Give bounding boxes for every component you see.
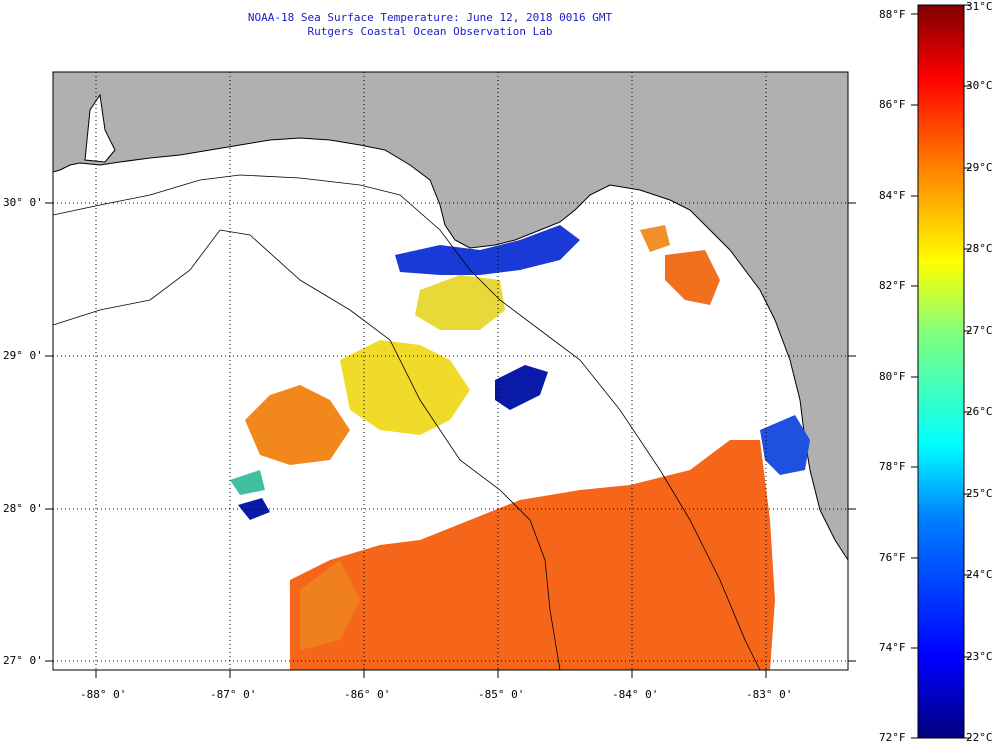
cb-f-76: 76°F bbox=[879, 551, 906, 564]
lat-label-30: 30° 0' bbox=[3, 196, 43, 209]
cb-f-80: 80°F bbox=[879, 370, 906, 383]
cb-c-31: 31°C bbox=[966, 0, 993, 13]
lon-label-84: -84° 0' bbox=[612, 688, 659, 701]
lon-label-87: -87° 0' bbox=[210, 688, 257, 701]
frame-ticks bbox=[45, 202, 856, 678]
bay-area bbox=[84, 93, 116, 163]
sst-warm-west bbox=[245, 385, 350, 465]
cb-f-82: 82°F bbox=[879, 279, 906, 292]
sst-warm-south bbox=[290, 440, 775, 670]
sst-blue-coast bbox=[395, 225, 580, 275]
bathymetry-contours bbox=[52, 174, 761, 671]
sst-yellow-mid bbox=[340, 340, 470, 435]
land-area bbox=[53, 72, 848, 561]
cb-c-22: 22°C bbox=[966, 731, 993, 744]
cb-c-24: 24°C bbox=[966, 568, 993, 581]
lat-label-27: 27° 0' bbox=[3, 654, 43, 667]
cb-f-78: 78°F bbox=[879, 460, 906, 473]
lon-label-86: -86° 0' bbox=[344, 688, 391, 701]
lon-label-85: -85° 0' bbox=[478, 688, 525, 701]
cb-f-84: 84°F bbox=[879, 189, 906, 202]
map-subtitle: Rutgers Coastal Ocean Observation Lab bbox=[307, 25, 553, 38]
cb-f-86: 86°F bbox=[879, 98, 906, 111]
cb-c-23: 23°C bbox=[966, 650, 993, 663]
colorbar bbox=[917, 4, 965, 739]
graticule bbox=[53, 72, 848, 670]
sst-orange-east bbox=[665, 250, 720, 305]
cb-f-72: 72°F bbox=[879, 731, 906, 744]
cb-c-25: 25°C bbox=[966, 487, 993, 500]
sst-field bbox=[53, 72, 848, 670]
sst-cyan-west bbox=[230, 470, 265, 495]
cb-c-26: 26°C bbox=[966, 405, 993, 418]
lon-label-88: -88° 0' bbox=[80, 688, 127, 701]
cb-f-88: 88°F bbox=[879, 8, 906, 21]
sst-blue-east bbox=[760, 415, 810, 475]
sst-orange-ne bbox=[640, 225, 670, 252]
cb-c-28: 28°C bbox=[966, 242, 993, 255]
lat-label-29: 29° 0' bbox=[3, 349, 43, 362]
cb-c-29: 29°C bbox=[966, 161, 993, 174]
cb-f-74: 74°F bbox=[879, 641, 906, 654]
sst-blue-patch bbox=[495, 365, 548, 410]
lon-label-83: -83° 0' bbox=[746, 688, 793, 701]
cb-c-27: 27°C bbox=[966, 324, 993, 337]
lat-label-28: 28° 0' bbox=[3, 502, 43, 515]
colorbar-ticks bbox=[911, 4, 971, 739]
sst-warm-patch bbox=[300, 560, 360, 650]
map-title: NOAA-18 Sea Surface Temperature: June 12… bbox=[247, 11, 613, 24]
cb-c-30: 30°C bbox=[966, 79, 993, 92]
sst-yellow-north bbox=[415, 275, 505, 330]
